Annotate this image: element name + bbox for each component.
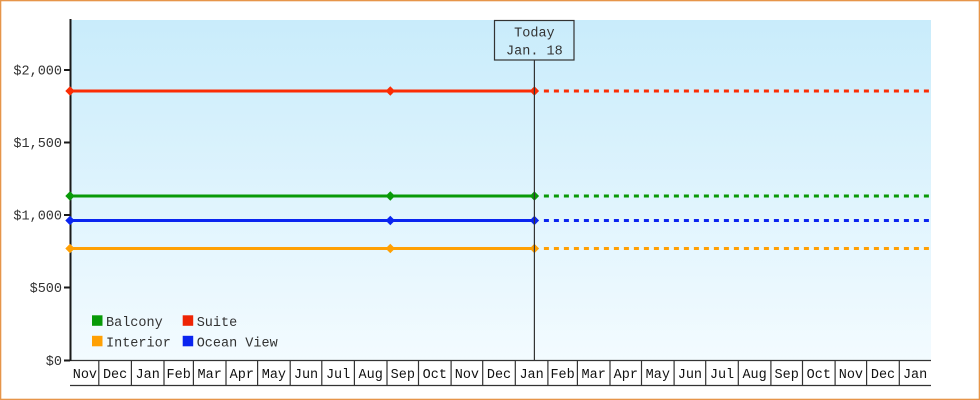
svg-text:$2,000: $2,000 (13, 65, 62, 80)
svg-text:Ocean View: Ocean View (197, 337, 278, 352)
svg-text:Jul: Jul (326, 368, 350, 383)
svg-text:Jan: Jan (903, 368, 927, 383)
svg-text:$1,000: $1,000 (13, 210, 62, 225)
svg-text:Aug: Aug (359, 368, 383, 383)
svg-text:May: May (646, 368, 670, 383)
svg-text:Jun: Jun (678, 368, 702, 383)
svg-text:Oct: Oct (807, 368, 831, 383)
svg-text:Feb: Feb (167, 368, 191, 383)
svg-text:Nov: Nov (839, 368, 863, 383)
svg-text:Dec: Dec (871, 368, 895, 383)
svg-text:Sep: Sep (391, 368, 415, 383)
svg-text:Dec: Dec (487, 368, 511, 383)
svg-text:Jan: Jan (136, 368, 160, 383)
svg-text:Jul: Jul (710, 368, 734, 383)
svg-text:$500: $500 (30, 282, 62, 297)
svg-text:Jan. 18: Jan. 18 (506, 45, 563, 60)
svg-text:Jan: Jan (519, 368, 543, 383)
svg-text:Apr: Apr (614, 368, 638, 383)
svg-text:$0: $0 (46, 355, 62, 370)
svg-text:Interior: Interior (106, 337, 171, 352)
svg-text:Today: Today (514, 27, 555, 42)
svg-text:Oct: Oct (423, 368, 447, 383)
svg-text:Balcony: Balcony (106, 316, 163, 331)
svg-text:Apr: Apr (230, 368, 254, 383)
svg-text:$1,500: $1,500 (13, 137, 62, 152)
svg-text:Mar: Mar (198, 368, 222, 383)
svg-text:Jun: Jun (294, 368, 318, 383)
svg-text:Sep: Sep (775, 368, 799, 383)
svg-text:Dec: Dec (103, 368, 127, 383)
svg-text:May: May (262, 368, 286, 383)
svg-text:Mar: Mar (582, 368, 606, 383)
svg-text:Nov: Nov (455, 368, 479, 383)
svg-text:Suite: Suite (197, 316, 238, 331)
svg-text:Feb: Feb (550, 368, 574, 383)
svg-text:Aug: Aug (742, 368, 766, 383)
svg-text:Nov: Nov (73, 368, 97, 383)
